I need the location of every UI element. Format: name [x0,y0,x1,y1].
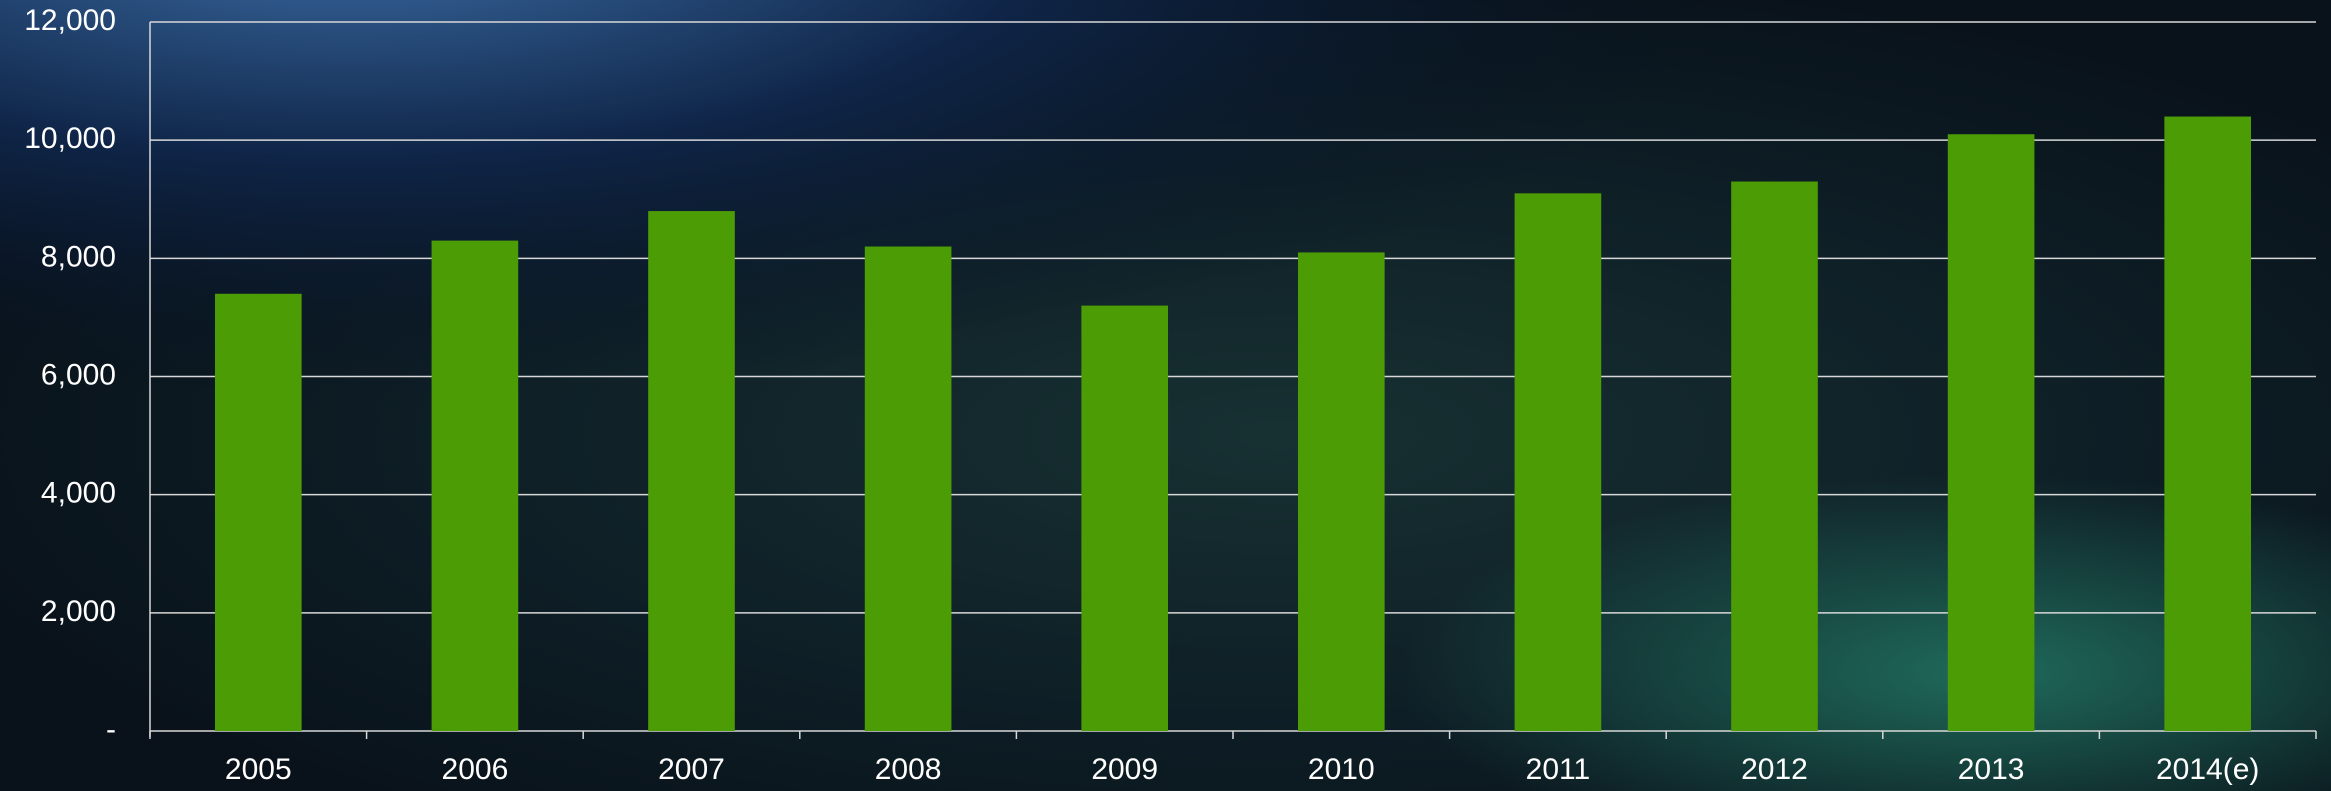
y-tick-label: 4,000 [41,477,116,510]
bar [1081,306,1168,731]
x-tick-label: 2005 [225,753,292,786]
bar [432,241,519,731]
bar [1298,252,1385,731]
x-tick-label: 2012 [1741,753,1808,786]
y-tick-label: 2,000 [41,595,116,628]
x-tick-label: 2008 [875,753,942,786]
y-tick-label: 6,000 [41,358,116,391]
x-tick-label: 2009 [1091,753,1158,786]
y-tick-label: 10,000 [24,122,116,155]
y-tick-label: 12,000 [24,4,116,37]
bar [215,294,302,731]
x-tick-label: 2007 [658,753,725,786]
page: - 2,000 4,000 6,000 8,000 10,000 12,000 2005 200… [0,0,2331,791]
bar [1948,134,2035,731]
x-tick-label: 2006 [442,753,509,786]
bar [1515,193,1602,731]
x-tick-label: 2010 [1308,753,1375,786]
y-tick-label: - [106,713,116,746]
y-tick-label: 8,000 [41,240,116,273]
x-tick-label: 2011 [1526,753,1591,786]
bar [2164,117,2251,731]
bar [1731,182,1818,731]
bar [865,247,952,731]
bar [648,211,735,731]
x-tick-label: 2013 [1958,753,2025,786]
chart: - 2,000 4,000 6,000 8,000 10,000 12,000 2005 200… [0,0,2331,791]
x-tick-label: 2014(e) [2156,753,2259,786]
